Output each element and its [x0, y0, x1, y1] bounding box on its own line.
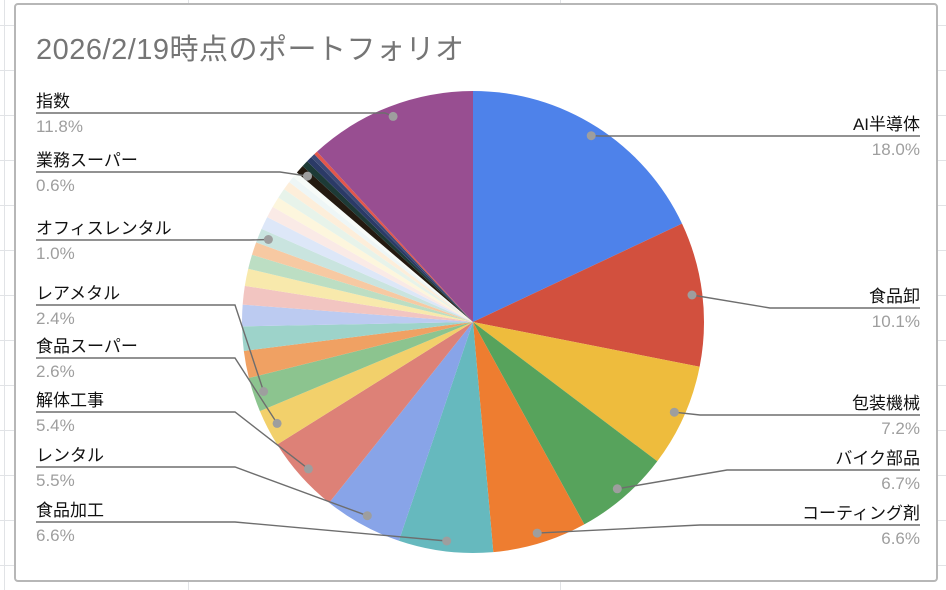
callout-leader-line	[691, 294, 920, 309]
callout-dot	[362, 511, 372, 521]
pie-slice-食品スーパー[interactable]	[259, 322, 473, 445]
pie-slice[interactable]	[302, 161, 473, 322]
slice-percentage: 5.4%	[36, 416, 75, 435]
slice-percentage: 18.0%	[872, 140, 920, 159]
slice-percentage: 10.1%	[872, 312, 920, 331]
callout-leader-line	[537, 524, 920, 534]
slice-label: AI半導体	[853, 115, 920, 134]
pie-slice-食品卸[interactable]	[473, 223, 705, 367]
slice-label: コーティング剤	[802, 504, 920, 523]
pie-slice-食品加工[interactable]	[398, 322, 494, 554]
pie-slice-包装機械[interactable]	[473, 322, 700, 462]
pie-slice-指数[interactable]	[317, 91, 473, 322]
callout-leader-line	[36, 521, 447, 542]
slice-label: 食品加工	[36, 501, 104, 520]
pie-slice[interactable]	[289, 177, 473, 322]
pie-slice-バイク部品[interactable]	[473, 322, 658, 525]
slice-percentage: 11.8%	[36, 117, 83, 136]
pie-slice[interactable]	[293, 172, 473, 322]
callout-leader-line	[36, 238, 269, 241]
slice-percentage: 6.6%	[881, 529, 920, 548]
callout-dot	[388, 111, 398, 121]
pie-slice[interactable]	[307, 157, 473, 322]
slice-percentage: 2.4%	[36, 309, 75, 328]
callout-dot	[303, 464, 313, 474]
slice-label: レアメタル	[36, 284, 120, 303]
slice-percentage: 2.6%	[36, 362, 75, 381]
callout-dot	[442, 536, 452, 546]
pie-slice[interactable]	[243, 322, 473, 379]
callout-leader-line	[36, 357, 278, 424]
slice-label: 食品卸	[869, 287, 920, 306]
callout-dot	[612, 484, 622, 494]
pie-slice-コーティング剤[interactable]	[473, 322, 585, 553]
callout-dot	[259, 387, 269, 396]
pie-slice[interactable]	[241, 304, 473, 327]
pie-slice-解体工事[interactable]	[277, 322, 473, 503]
pie-slice[interactable]	[284, 182, 473, 322]
pie-slice[interactable]	[244, 268, 473, 322]
slice-label: 指数	[36, 92, 70, 111]
pie-slice[interactable]	[248, 254, 473, 322]
callout-dot	[263, 235, 273, 244]
pie-slice-レンタル[interactable]	[329, 322, 473, 541]
slice-percentage: 1.0%	[36, 244, 75, 263]
callout-dot	[586, 131, 596, 141]
slice-percentage: 0.6%	[36, 176, 75, 195]
pie-slice[interactable]	[242, 285, 473, 322]
slice-percentage: 6.7%	[881, 474, 920, 493]
pie-slice-AI半導体[interactable]	[473, 91, 683, 322]
gridline-column	[4, 0, 5, 590]
slice-percentage: 7.2%	[881, 419, 920, 438]
callout-leader-line	[36, 466, 368, 517]
slice-label: 包装機械	[852, 394, 920, 413]
pie-slice[interactable]	[272, 197, 473, 322]
slice-label: レンタル	[36, 446, 104, 465]
callout-leader-line	[617, 469, 920, 490]
callout-dot	[272, 418, 282, 428]
chart-title: 2026/2/19時点のポートフォリオ	[36, 34, 465, 66]
callout-leader-line	[36, 171, 308, 177]
callout-leader-line	[674, 411, 920, 416]
slice-label: 食品スーパー	[36, 337, 138, 356]
pie-slice-レアメタル[interactable]	[248, 322, 473, 412]
pie-slice[interactable]	[261, 217, 473, 322]
pie-slice-業務スーパー[interactable]	[296, 166, 473, 322]
pie-slice[interactable]	[278, 189, 473, 322]
callout-dot	[669, 407, 679, 417]
callout-leader-line	[36, 112, 394, 118]
callout-leader-line	[36, 304, 265, 392]
slice-percentage: 6.6%	[36, 526, 75, 545]
callout-dot	[687, 290, 697, 300]
pie-slice[interactable]	[242, 322, 473, 351]
callout-leader-line	[36, 411, 309, 470]
pie-slice[interactable]	[267, 206, 473, 322]
pie-slice[interactable]	[311, 154, 473, 322]
callout-dot	[532, 528, 542, 538]
callout-dot	[303, 171, 312, 181]
pie-slice-オフィスレンタル[interactable]	[256, 228, 473, 322]
pie-slice[interactable]	[252, 242, 473, 322]
pie-slice[interactable]	[314, 151, 473, 322]
slice-label: バイク部品	[835, 449, 920, 468]
slice-percentage: 5.5%	[36, 471, 75, 490]
slice-label: 解体工事	[36, 391, 104, 410]
slice-label: オフィスレンタル	[36, 219, 172, 238]
slice-label: 業務スーパー	[36, 151, 138, 170]
